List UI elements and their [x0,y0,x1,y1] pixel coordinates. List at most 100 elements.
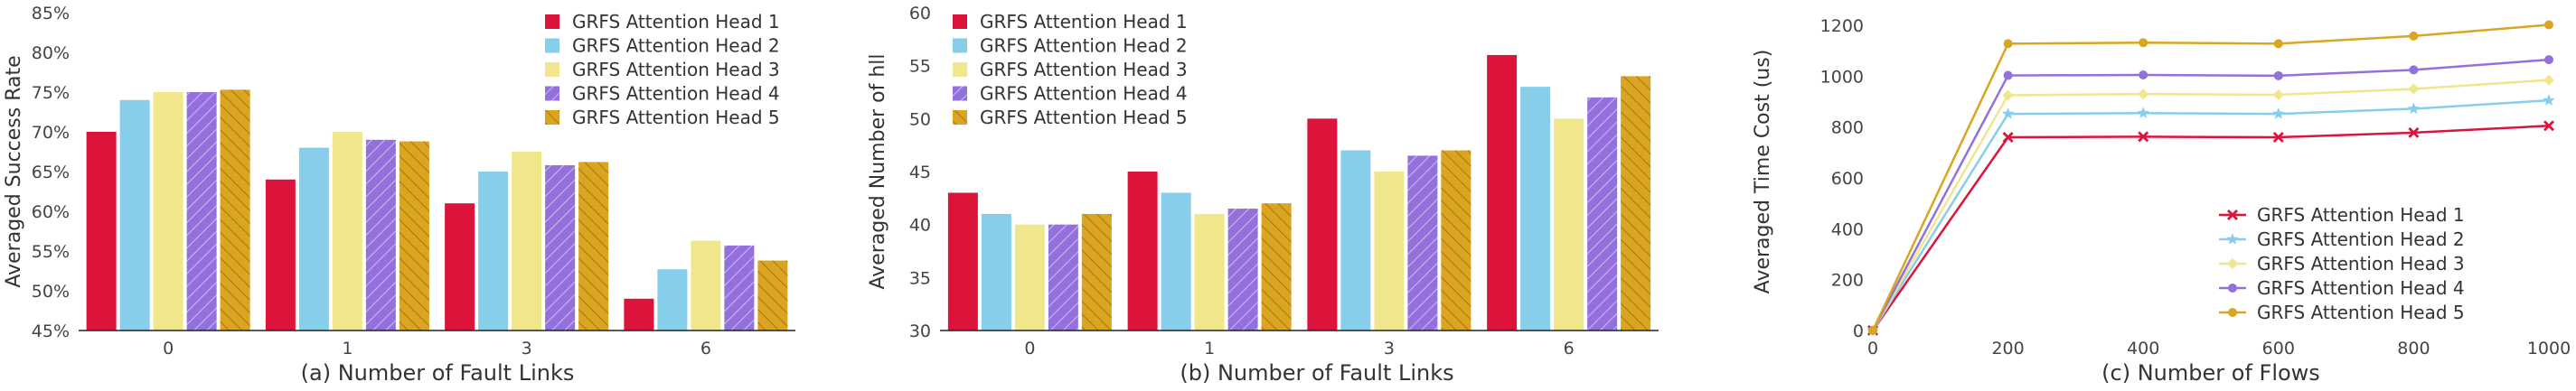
x-tick-label: 0 [1024,339,1035,358]
success-rate-bar-chart: 45% 50% 55% 60% 65% 70% 75% 80% 85% Averaged Succ… [3,4,795,386]
bar [1554,118,1584,330]
data-point [2272,107,2285,119]
legend-item: GRFS Attention Head 2 [953,35,1188,57]
legend-swatch [953,14,967,29]
y-axis-label: Averaged Time Cost (us) [1752,50,1774,294]
bar-hatch [1261,203,1292,330]
bar-hatch [399,141,429,330]
marker-stroke [2002,131,2014,143]
data-point [2408,83,2420,95]
x-tick-label: 3 [1384,339,1395,358]
series-line [1871,79,2550,331]
chart-caption: (a) Number of Fault Links [301,360,575,386]
bar-hatch [220,89,250,331]
bar-hatch [1407,155,1438,330]
bars [86,89,788,331]
data-point [2139,38,2148,48]
legend-marker [2228,284,2237,293]
legend-item: GRFS Attention Head 4 [545,83,780,105]
series-line [1871,58,2550,331]
data-point [2408,126,2420,138]
marker-stroke [2138,131,2149,143]
x-tick-label: 600 [2262,339,2295,358]
x-tick-label: 1 [1204,339,1215,358]
bar [981,213,1011,330]
legend-marker [2226,233,2239,245]
bar-hatch [1621,76,1651,331]
time-cost-line-chart: 0 200 400 600 800 1000 1200 Averaged Time Cost … [1752,16,2571,386]
bar [298,147,329,330]
data-point [2273,70,2283,80]
legend-item: GRFS Attention Head 3 [2219,253,2465,275]
y-axis-ticks: 0 200 400 600 800 1000 1200 [1820,16,1864,341]
data-point [1868,326,1877,335]
bar [332,132,362,330]
bar [1014,224,1045,330]
y-tick-label: 800 [1831,118,1864,138]
x-tick-label: 800 [2397,339,2430,358]
y-tick-label: 70% [32,123,70,143]
bar-hatch [1048,224,1078,330]
y-tick-label: 80% [32,43,70,63]
legend-swatch-hatch [953,110,967,125]
series-line [1871,125,2550,331]
y-tick-label: 1200 [1820,16,1864,36]
bar-hatch [186,92,217,330]
bar [265,179,296,330]
marker-stroke [2408,126,2420,138]
y-tick-label: 35 [909,268,931,288]
y-axis-label: Averaged Number of hll [867,53,889,289]
marker-stroke [2272,131,2284,143]
legend-item: GRFS Attention Head 5 [545,107,780,128]
y-tick-label: 55 [909,57,931,77]
bar [947,192,978,330]
legend-swatch [953,62,967,77]
y-tick-label: 1000 [1820,67,1864,87]
x-tick-label: 400 [2127,339,2159,358]
legend-label: GRFS Attention Head 4 [980,83,1188,105]
y-tick-label: 85% [32,4,70,23]
legend-label: GRFS Attention Head 4 [572,83,780,105]
y-tick-label: 50 [909,109,931,129]
bar [1161,192,1191,330]
marker-stroke [2227,209,2238,220]
chart-caption: (b) Number of Fault Links [1180,360,1453,386]
data-point [2544,20,2553,30]
series-line [1871,23,2550,331]
y-tick-label: 65% [32,163,70,182]
legend-item: GRFS Attention Head 1 [953,11,1188,33]
bar [624,298,654,330]
legend-item: GRFS Attention Head 2 [545,35,780,57]
data-point [2001,107,2015,119]
legend-swatch [545,38,559,53]
bar [1340,150,1371,330]
data-point [2407,102,2421,115]
data-point [2002,89,2014,101]
bar-hatch [545,164,576,330]
x-tick-label: 0 [163,339,174,358]
y-tick-label: 45 [909,163,931,182]
bar [153,92,183,330]
legend-item: GRFS Attention Head 3 [545,59,780,80]
y-tick-label: 400 [1831,219,1864,239]
x-tick-label: 0 [1867,339,1878,358]
legend-marker [2228,308,2237,317]
bar [512,152,542,330]
data-point [2273,39,2283,49]
bar-hatch [724,245,755,330]
y-axis-ticks: 30 35 40 45 50 55 60 [909,4,931,341]
legend-label: GRFS Attention Head 3 [2257,253,2465,275]
legend-swatch [953,38,967,53]
bar [86,132,117,330]
data-point [2544,55,2553,65]
bar-hatch [1441,150,1471,330]
bar [445,203,475,330]
legend-item: GRFS Attention Head 5 [2219,302,2465,323]
bar [119,99,150,330]
y-tick-label: 200 [1831,271,1864,291]
bar [657,269,688,330]
legend-label: GRFS Attention Head 2 [980,35,1188,57]
legend-label: GRFS Attention Head 1 [980,11,1188,33]
